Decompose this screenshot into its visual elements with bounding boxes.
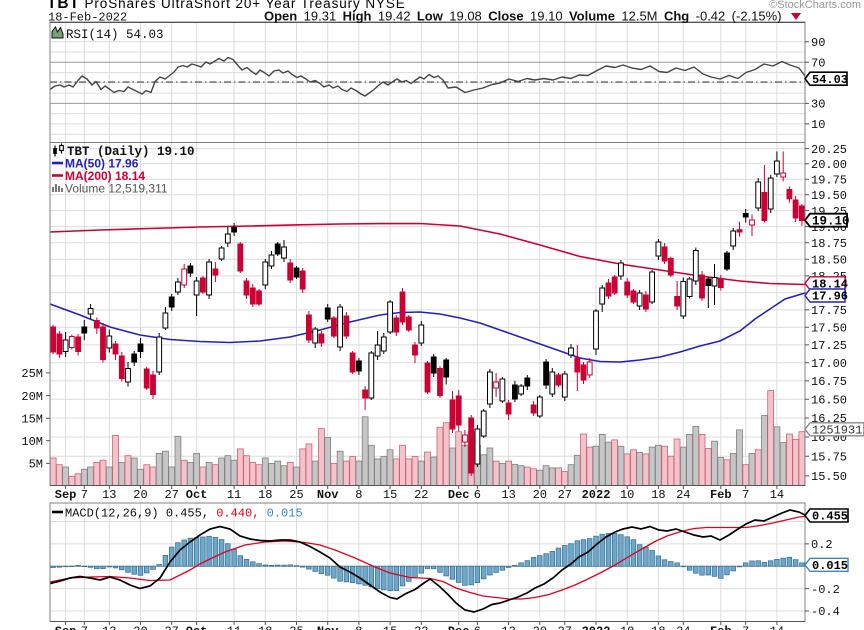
svg-text:18-Feb-2022: 18-Feb-2022 [48,11,127,25]
svg-text:18.75: 18.75 [811,237,847,251]
svg-text:10: 10 [620,625,634,630]
svg-text:-0.2: -0.2 [811,583,840,597]
svg-text:7: 7 [742,625,749,630]
svg-text:MA(50) 17.96: MA(50) 17.96 [65,157,139,171]
svg-text:2022: 2022 [582,625,611,630]
svg-text:0.015: 0.015 [812,559,848,573]
svg-text:27: 27 [164,625,178,630]
svg-text:13: 13 [102,488,116,502]
svg-text:25: 25 [289,625,303,630]
svg-text:17.75: 17.75 [811,304,847,318]
svg-text:Feb: Feb [710,625,732,630]
svg-text:7: 7 [742,488,749,502]
svg-text:24: 24 [676,625,690,630]
svg-text:27: 27 [164,488,178,502]
svg-text:5M: 5M [29,458,43,472]
svg-text:14: 14 [770,625,784,630]
svg-text:8: 8 [355,625,362,630]
svg-text:22: 22 [414,488,428,502]
svg-text:TBT ProShares UltraShort 20+ Y: TBT ProShares UltraShort 20+ Year Treasu… [47,0,406,12]
svg-text:MA(200) 18.14: MA(200) 18.14 [65,169,145,183]
svg-text:2022: 2022 [582,488,611,502]
svg-text:27: 27 [558,625,572,630]
svg-text:20: 20 [133,625,147,630]
svg-text:20: 20 [133,488,147,502]
svg-text:Oct: Oct [186,625,208,630]
svg-text:16.50: 16.50 [811,394,847,408]
svg-text:10: 10 [811,118,825,132]
svg-text:20.25: 20.25 [811,143,847,157]
svg-text:8: 8 [355,488,362,502]
svg-text:Nov: Nov [317,488,339,502]
svg-text:19.75: 19.75 [811,173,847,187]
svg-text:10: 10 [620,488,634,502]
svg-text:Oct: Oct [186,488,208,502]
svg-text:16.75: 16.75 [811,375,847,389]
svg-text:6: 6 [474,488,481,502]
svg-text:25M: 25M [21,367,43,381]
svg-text:-0.4: -0.4 [811,605,840,619]
svg-text:15M: 15M [21,412,43,426]
svg-text:18: 18 [258,488,272,502]
svg-text:17.50: 17.50 [811,322,847,336]
svg-text:22: 22 [414,625,428,630]
svg-text:14: 14 [770,488,784,502]
svg-text:15: 15 [383,625,397,630]
svg-text:13: 13 [501,488,515,502]
svg-text:10M: 10M [21,435,43,449]
svg-text:18.14: 18.14 [812,278,848,292]
svg-text:Dec: Dec [448,488,470,502]
svg-text:7: 7 [81,625,88,630]
svg-text:19.10: 19.10 [812,214,850,228]
svg-text:13: 13 [501,625,515,630]
svg-text:19.50: 19.50 [811,189,847,203]
svg-text:20M: 20M [21,390,43,404]
svg-text:6: 6 [474,625,481,630]
svg-text:18: 18 [651,488,665,502]
svg-text:27: 27 [558,488,572,502]
svg-text:20: 20 [533,625,547,630]
svg-text:Dec: Dec [448,625,470,630]
svg-text:25: 25 [289,488,303,502]
svg-text:11: 11 [227,625,241,630]
svg-text:MACD(12,26,9) 0.455, 0.440, 0.: MACD(12,26,9) 0.455, 0.440, 0.015 [65,507,303,521]
svg-text:17.96: 17.96 [812,290,848,304]
svg-text:Sep: Sep [55,488,77,502]
svg-text:18: 18 [651,625,665,630]
svg-text:70: 70 [811,57,825,71]
svg-text:18: 18 [258,625,272,630]
svg-text:15.50: 15.50 [811,470,847,484]
svg-text:0.2: 0.2 [811,538,833,552]
svg-text:7: 7 [81,488,88,502]
svg-text:20: 20 [533,488,547,502]
svg-text:24: 24 [676,488,690,502]
svg-text:15.75: 15.75 [811,451,847,465]
svg-text:15: 15 [383,488,397,502]
svg-text:18.50: 18.50 [811,254,847,268]
svg-text:17.00: 17.00 [811,357,847,371]
svg-text:Open 19.31 High 19.42 Low 19.0: Open 19.31 High 19.42 Low 19.08 Close 19… [264,9,782,24]
svg-text:RSI(14) 54.03: RSI(14) 54.03 [66,28,164,42]
svg-text:TBT (Daily) 19.10: TBT (Daily) 19.10 [67,145,195,159]
svg-text:0.455: 0.455 [812,510,848,524]
svg-text:30: 30 [811,98,825,112]
svg-text:Volume 12,519,311: Volume 12,519,311 [65,182,168,196]
svg-text:90: 90 [811,36,825,50]
svg-text:17.25: 17.25 [811,339,847,353]
svg-text:20.00: 20.00 [811,158,847,172]
svg-text:©StockCharts.com: ©StockCharts.com [769,0,861,11]
svg-text:Sep: Sep [55,625,77,630]
svg-text:Nov: Nov [317,625,339,630]
svg-text:13: 13 [102,625,116,630]
svg-text:11: 11 [227,488,241,502]
svg-text:Feb: Feb [710,488,732,502]
svg-text:54.03: 54.03 [812,73,848,87]
svg-text:12519311: 12519311 [812,424,864,438]
